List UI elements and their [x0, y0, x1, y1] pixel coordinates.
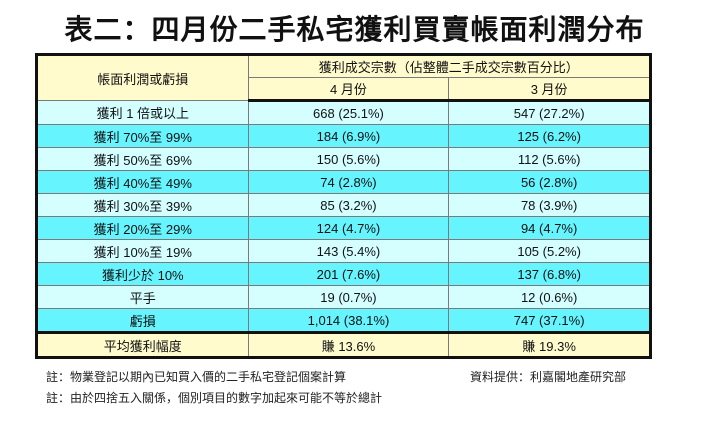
table-row: 獲利 1 倍或以上 668 (25.1%) 547 (27.2%) — [36, 100, 651, 125]
table-subheader-row: 4 月份 3 月份 — [37, 77, 651, 102]
row-label: 獲利 1 倍或以上 — [36, 100, 249, 125]
row-label: 虧損 — [36, 308, 249, 333]
march-value: 747 (37.1%) — [448, 308, 651, 333]
row-label: 獲利 10%至 19% — [36, 239, 249, 263]
summary-row: 平均獲利幅度 賺 13.6% 賺 19.3% — [36, 331, 651, 358]
profit-distribution-table: 帳面利潤或虧損 獲利成交宗數（佔整體二手成交宗數百分比） 4 月份 3 月份 獲… — [35, 53, 652, 359]
row-label-header: 帳面利潤或虧損 — [36, 54, 249, 101]
march-value: 112 (5.6%) — [448, 147, 651, 171]
table-row: 獲利 50%至 69% 150 (5.6%) 112 (5.6%) — [36, 147, 651, 171]
table-row: 平手 19 (0.7%) 12 (0.6%) — [36, 285, 651, 309]
march-value: 78 (3.9%) — [448, 193, 651, 217]
march-value: 94 (4.7%) — [448, 216, 651, 240]
footnote-1: 註：物業登記以期內已知買入價的二手私宅登記個案計算 — [46, 370, 347, 384]
summary-march: 賺 19.3% — [448, 331, 651, 358]
table-header-row: 帳面利潤或虧損 獲利成交宗數（佔整體二手成交宗數百分比） — [36, 54, 652, 101]
row-label: 獲利 20%至 29% — [36, 216, 249, 240]
row-label: 獲利 50%至 69% — [36, 147, 249, 171]
table-row: 獲利 30%至 39% 85 (3.2%) 78 (3.9%) — [36, 193, 651, 217]
footnote-2: 註：由於四捨五入關係，個別項目的數字加起來可能不等於總計 — [46, 391, 383, 405]
row-label: 獲利 40%至 49% — [36, 170, 249, 194]
march-value: 547 (27.2%) — [448, 100, 651, 125]
april-value: 19 (0.7%) — [247, 285, 450, 309]
column-header-march: 3 月份 — [448, 77, 651, 102]
april-value: 85 (3.2%) — [247, 193, 450, 217]
march-value: 105 (5.2%) — [448, 239, 651, 263]
group-header: 獲利成交宗數（佔整體二手成交宗數百分比） — [247, 54, 652, 78]
april-value: 1,014 (38.1%) — [247, 308, 450, 333]
summary-april: 賺 13.6% — [247, 331, 450, 358]
page-title: 表二：四月份二手私宅獲利買賣帳面利潤分布 — [64, 13, 645, 46]
table-row: 獲利 20%至 29% 124 (4.7%) 94 (4.7%) — [36, 216, 651, 240]
april-value: 74 (2.8%) — [247, 170, 450, 194]
march-value: 137 (6.8%) — [448, 262, 651, 286]
april-value: 143 (5.4%) — [247, 239, 450, 263]
april-value: 184 (6.9%) — [247, 124, 450, 148]
data-source: 資料提供：利嘉閣地產研究部 — [470, 370, 627, 384]
march-value: 56 (2.8%) — [448, 170, 651, 194]
march-value: 12 (0.6%) — [448, 285, 651, 309]
april-value: 150 (5.6%) — [247, 147, 450, 171]
column-header-april: 4 月份 — [247, 77, 450, 102]
row-label: 獲利 30%至 39% — [36, 193, 249, 217]
row-label: 獲利 70%至 99% — [36, 124, 249, 148]
row-label: 平手 — [36, 285, 249, 309]
april-value: 201 (7.6%) — [247, 262, 450, 286]
march-value: 125 (6.2%) — [448, 124, 651, 148]
table-row: 獲利少於 10% 201 (7.6%) 137 (6.8%) — [36, 262, 651, 286]
table-row: 獲利 10%至 19% 143 (5.4%) 105 (5.2%) — [36, 239, 651, 263]
summary-label: 平均獲利幅度 — [36, 331, 249, 358]
table-row: 虧損 1,014 (38.1%) 747 (37.1%) — [36, 308, 651, 333]
table-row: 獲利 40%至 49% 74 (2.8%) 56 (2.8%) — [36, 170, 651, 194]
april-value: 124 (4.7%) — [247, 216, 450, 240]
april-value: 668 (25.1%) — [247, 100, 450, 125]
table-row: 獲利 70%至 99% 184 (6.9%) 125 (6.2%) — [36, 124, 651, 148]
row-label: 獲利少於 10% — [36, 262, 249, 286]
